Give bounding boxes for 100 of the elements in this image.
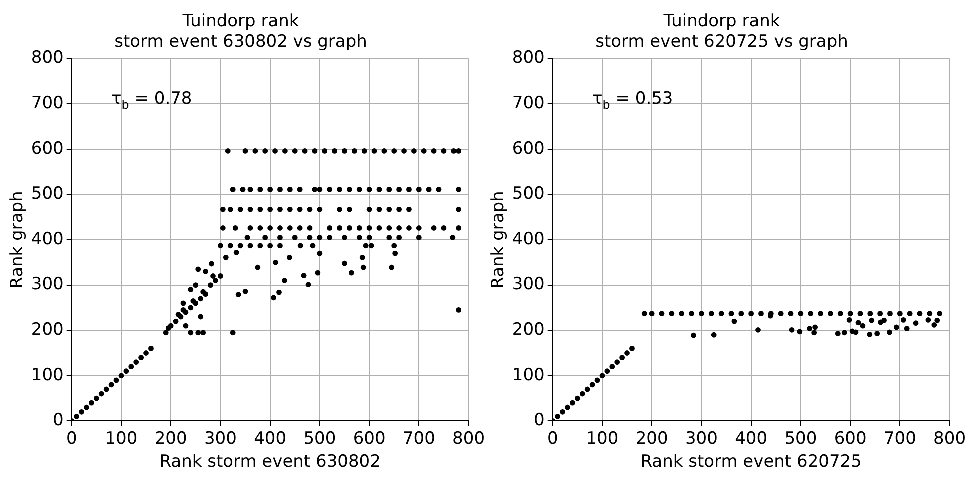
point	[669, 311, 675, 317]
point	[268, 243, 274, 249]
point	[882, 318, 887, 324]
point	[848, 311, 854, 317]
point	[426, 187, 432, 192]
point	[649, 311, 655, 317]
x-tick-label: 800	[934, 428, 966, 449]
point	[888, 311, 893, 317]
point	[624, 350, 630, 356]
point	[846, 317, 852, 323]
point	[287, 206, 293, 212]
point	[574, 396, 580, 402]
point	[614, 360, 620, 366]
point	[396, 226, 402, 231]
point	[594, 378, 600, 384]
point	[248, 243, 254, 249]
point	[225, 148, 231, 154]
point	[278, 187, 283, 192]
point	[386, 187, 392, 192]
point	[565, 404, 570, 410]
point	[818, 311, 824, 317]
point	[337, 206, 342, 212]
point	[926, 317, 932, 323]
chart-subtitle: storm event 630802 vs graph	[114, 32, 368, 52]
point	[456, 226, 462, 231]
point	[828, 311, 834, 317]
point	[431, 148, 437, 154]
point	[366, 206, 372, 212]
point	[897, 311, 903, 317]
point	[789, 327, 795, 333]
x-tick-label: 300	[204, 428, 237, 449]
point	[778, 311, 784, 317]
y-tick-label: 0	[534, 410, 545, 431]
point	[416, 187, 422, 192]
point	[278, 235, 283, 240]
point	[332, 148, 338, 154]
point	[932, 322, 938, 328]
point	[878, 311, 884, 317]
point	[307, 206, 313, 212]
x-tick-label: 600	[353, 428, 386, 449]
point	[555, 414, 561, 420]
point	[456, 148, 462, 154]
y-tick-label: 100	[31, 365, 64, 386]
point	[659, 311, 665, 317]
point	[258, 206, 264, 212]
point	[386, 235, 392, 240]
point	[337, 226, 342, 231]
point	[376, 226, 382, 231]
point	[868, 311, 874, 317]
point	[258, 243, 264, 249]
y-tick-label: 100	[512, 365, 545, 386]
point	[262, 235, 268, 240]
point	[874, 331, 880, 336]
point	[406, 226, 412, 231]
x-tick-label: 800	[452, 428, 486, 449]
point	[600, 373, 606, 379]
point	[927, 311, 933, 317]
point	[272, 148, 278, 154]
point	[347, 187, 352, 192]
y-axis-title: Rank graph	[8, 191, 28, 289]
point	[248, 187, 254, 192]
point	[220, 226, 226, 231]
point	[728, 311, 734, 317]
point	[278, 226, 283, 231]
point	[421, 148, 427, 154]
point	[436, 187, 442, 192]
point	[406, 187, 412, 192]
point	[232, 226, 238, 231]
point	[242, 148, 248, 154]
x-tick-label: 0	[66, 428, 78, 449]
y-tick-label: 400	[512, 229, 545, 250]
point	[917, 311, 923, 317]
point	[913, 320, 919, 326]
point	[580, 391, 586, 397]
point	[278, 206, 283, 212]
point	[689, 311, 694, 317]
point	[937, 311, 943, 317]
point	[691, 332, 696, 338]
point	[268, 206, 274, 212]
point	[312, 187, 318, 192]
point	[798, 311, 804, 317]
y-tick-label: 500	[512, 184, 545, 204]
point	[302, 148, 308, 154]
point	[758, 311, 764, 317]
point	[711, 332, 717, 338]
point	[248, 226, 254, 231]
point	[396, 187, 402, 192]
point	[748, 311, 754, 317]
point	[327, 187, 333, 192]
point	[900, 317, 906, 323]
point	[282, 148, 288, 154]
point	[297, 226, 303, 231]
point	[297, 206, 303, 212]
point	[258, 226, 264, 231]
point	[368, 243, 374, 249]
point	[560, 409, 566, 415]
point	[366, 235, 372, 240]
point	[287, 187, 293, 192]
point	[228, 206, 234, 212]
point	[456, 206, 462, 212]
